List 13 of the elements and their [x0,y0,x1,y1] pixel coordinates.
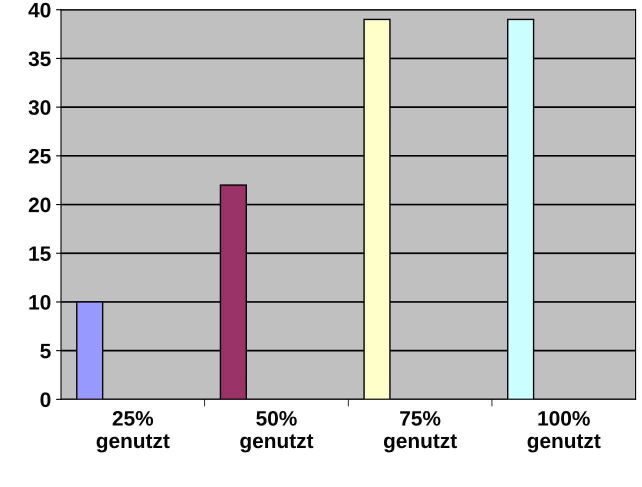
y-tick-label: 0 [40,392,50,408]
y-tick-label: 5 [40,344,51,358]
x-tick-label: 100% genutzt [528,411,601,452]
x-tick-label: 50% genutzt [240,411,314,452]
y-tick-label: 10 [29,294,50,310]
x-tick-label: 25% genutzt [96,411,170,452]
y-tick-label: 40 [28,2,50,18]
y-tick-label: 35 [28,51,51,66]
x-tick-label: 75% genutzt [384,411,457,452]
y-tick-label: 20 [28,198,50,212]
y-tick-label: 30 [28,100,50,115]
y-tick-label: 15 [29,246,51,261]
y-tick-label: 25 [28,148,51,164]
